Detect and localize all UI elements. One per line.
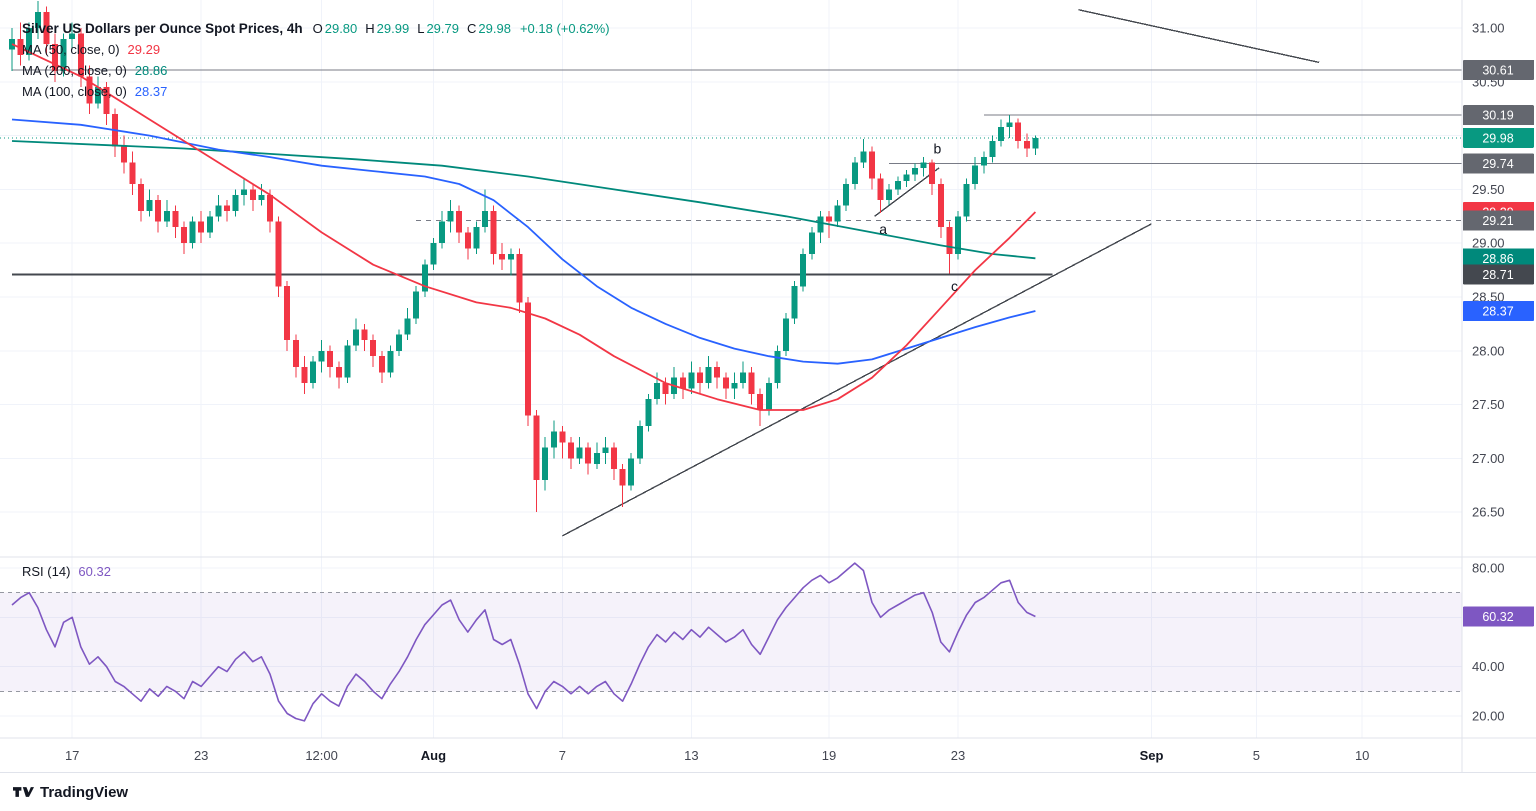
svg-text:29.00: 29.00 (1472, 236, 1505, 251)
svg-text:30.61: 30.61 (1482, 63, 1513, 77)
svg-text:Sep: Sep (1140, 748, 1164, 763)
svg-text:5: 5 (1253, 748, 1260, 763)
rsi-legend-row[interactable]: RSI (14) 60.32 (22, 564, 111, 579)
price-axis[interactable]: 31.0030.5029.5029.0028.5028.0027.5027.00… (1472, 21, 1505, 724)
tradingview-logo-icon (13, 784, 34, 800)
price-badge[interactable]: 28.71 (1463, 264, 1534, 285)
svg-text:28.50: 28.50 (1472, 290, 1505, 305)
symbol-row: Silver US Dollars per Ounce Spot Prices,… (22, 18, 610, 39)
svg-text:27.00: 27.00 (1472, 451, 1505, 466)
price-badge[interactable]: 29.74 (1463, 153, 1534, 174)
open-value: 29.80 (324, 21, 358, 36)
ma100-value: 28.37 (134, 84, 168, 99)
price-badge[interactable]: 28.37 (1463, 301, 1534, 321)
footer-bar: TradingView (0, 772, 1536, 811)
rsi-line[interactable] (11, 562, 1036, 722)
tradingview-logo[interactable]: TradingView (13, 784, 128, 801)
chart-legend: Silver US Dollars per Ounce Spot Prices,… (22, 18, 610, 102)
svg-text:a: a (879, 221, 887, 237)
svg-text:40.00: 40.00 (1472, 659, 1505, 674)
svg-text:12:00: 12:00 (305, 748, 338, 763)
svg-text:b: b (933, 141, 941, 157)
ohlc-readout: O 29.80 H 29.99 L 29.79 C 29.98 +0.18 (+0.62… (313, 21, 610, 36)
low-value: 29.79 (426, 21, 459, 36)
price-badge[interactable]: 60.32 (1463, 606, 1534, 627)
svg-text:60.32: 60.32 (1482, 610, 1513, 624)
ma200-value: 28.86 (134, 63, 168, 78)
ma50-line[interactable] (11, 43, 1037, 411)
close-value: 29.98 (478, 21, 511, 36)
svg-text:29.21: 29.21 (1482, 214, 1513, 228)
change-value: +0.18 (+0.62%) (519, 21, 610, 36)
rsi-label: RSI (14) (22, 564, 71, 579)
high-label: H (365, 21, 375, 36)
svg-text:29.74: 29.74 (1482, 157, 1513, 171)
svg-text:26.50: 26.50 (1472, 505, 1505, 520)
rsi-value: 60.32 (78, 564, 111, 579)
svg-text:80.00: 80.00 (1472, 561, 1505, 576)
tradingview-logo-text: TradingView (40, 783, 129, 801)
trendlines[interactable] (562, 9, 1320, 537)
svg-text:19: 19 (822, 748, 836, 763)
rsi-band (0, 592, 1462, 692)
ma50-label: MA (50, close, 0) (22, 42, 120, 57)
svg-text:7: 7 (559, 748, 566, 763)
price-badge[interactable]: 29.98 (1463, 127, 1534, 148)
ma50-value: 29.29 (127, 42, 161, 57)
price-badge[interactable]: 30.19 (1463, 105, 1534, 126)
ma200-line[interactable] (11, 140, 1036, 260)
svg-text:10: 10 (1355, 748, 1369, 763)
price-badge[interactable]: 29.21 (1463, 210, 1534, 231)
candlesticks[interactable] (9, 1, 1039, 513)
svg-text:20.00: 20.00 (1472, 709, 1505, 724)
svg-text:27.50: 27.50 (1472, 397, 1505, 412)
svg-text:c: c (951, 278, 958, 294)
low-label: L (417, 21, 425, 36)
svg-text:29.50: 29.50 (1472, 182, 1505, 197)
high-value: 29.99 (376, 21, 410, 36)
svg-text:17: 17 (65, 748, 79, 763)
symbol-title[interactable]: Silver US Dollars per Ounce Spot Prices,… (22, 21, 303, 36)
time-axis[interactable]: 17 23 12:00 Aug 7 13 19 23 Sep 5 10 (65, 748, 1369, 763)
open-label: O (312, 21, 323, 36)
svg-text:23: 23 (194, 748, 208, 763)
svg-text:Aug: Aug (421, 748, 446, 763)
price-badge[interactable]: 28.86 (1463, 248, 1534, 269)
ma100-label: MA (100, close, 0) (22, 84, 127, 99)
svg-text:13: 13 (684, 748, 698, 763)
indicator-row-ma200[interactable]: MA (200, close, 0) 28.86 (22, 60, 610, 81)
svg-text:31.00: 31.00 (1472, 21, 1505, 36)
price-badge[interactable]: 30.61 (1463, 60, 1534, 80)
svg-text:28.00: 28.00 (1472, 343, 1505, 358)
indicator-row-ma100[interactable]: MA (100, close, 0) 28.37 (22, 81, 610, 102)
indicator-row-ma50[interactable]: MA (50, close, 0) 29.29 (22, 39, 610, 60)
ma100-line[interactable] (11, 118, 1036, 365)
svg-text:29.98: 29.98 (1482, 131, 1513, 145)
svg-text:28.71: 28.71 (1482, 268, 1513, 282)
svg-text:28.86: 28.86 (1482, 252, 1513, 266)
svg-text:30.19: 30.19 (1482, 109, 1513, 123)
svg-text:23: 23 (951, 748, 965, 763)
close-label: C (467, 21, 477, 36)
svg-text:28.37: 28.37 (1482, 304, 1513, 318)
ma200-label: MA (200, close, 0) (22, 63, 127, 78)
